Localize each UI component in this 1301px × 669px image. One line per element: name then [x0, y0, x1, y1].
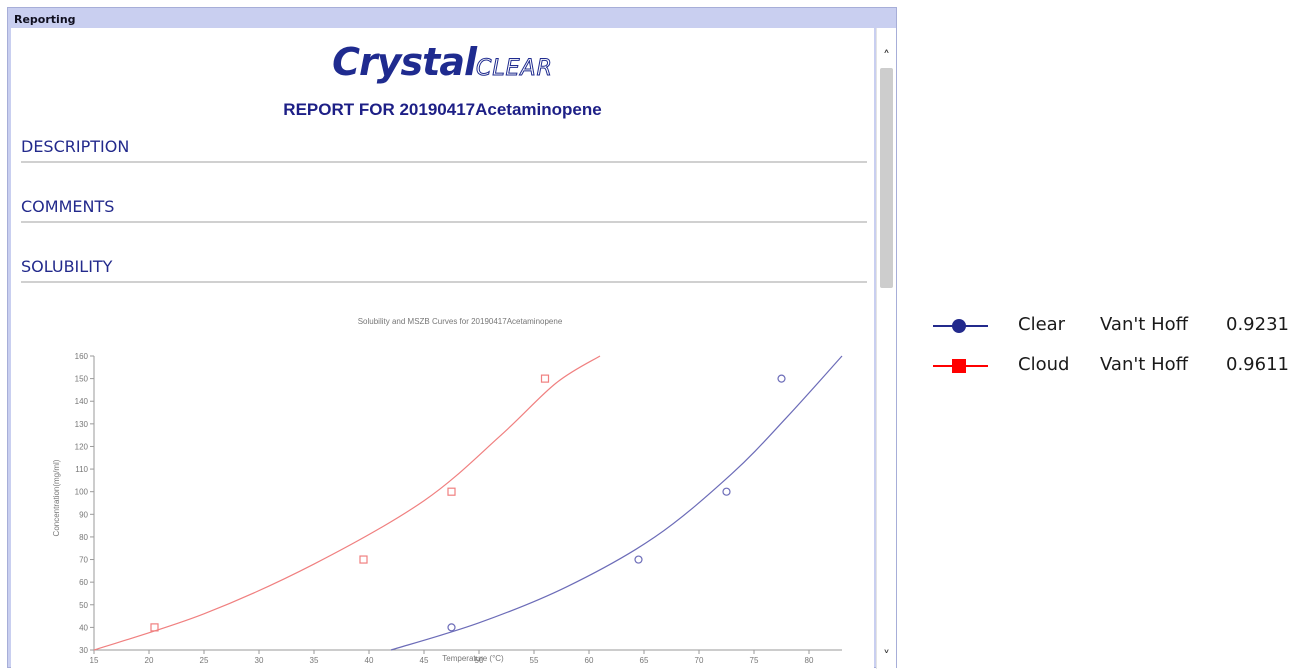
y-tick-label: 60 — [79, 578, 88, 587]
x-tick-label: 35 — [310, 656, 319, 665]
y-tick-label: 120 — [75, 442, 89, 451]
legend-row-clear: Clear Van't Hoff 0.9231 — [930, 310, 1301, 340]
data-point-clear — [634, 555, 643, 564]
data-point-cloud — [150, 623, 159, 632]
y-tick-label: 30 — [79, 646, 88, 655]
x-tick-label: 80 — [805, 656, 814, 665]
y-tick-label: 90 — [79, 510, 88, 519]
scroll-down-button[interactable]: ˅ — [883, 649, 890, 665]
chart-legend: Clear Van't Hoff 0.9231 Cloud Van't Hoff… — [930, 305, 1301, 395]
legend-method: Van't Hoff — [1100, 354, 1189, 375]
window-title: Reporting — [14, 13, 76, 26]
section-description: DESCRIPTION — [21, 134, 867, 163]
legend-name: Cloud — [1018, 354, 1070, 375]
legend-name: Clear — [1018, 314, 1066, 335]
report-document[interactable]: CrystalCLEAR REPORT FOR 20190417Acetamin… — [11, 28, 874, 669]
section-solubility: SOLUBILITY — [21, 254, 867, 283]
x-axis-label: Temperature (°C) — [442, 654, 504, 663]
y-tick-label: 50 — [79, 601, 88, 610]
circle-marker-icon — [952, 319, 966, 333]
data-point-cloud — [447, 487, 456, 496]
legend-method: Van't Hoff — [1100, 314, 1189, 335]
y-tick-label: 140 — [75, 397, 89, 406]
y-tick-label: 110 — [75, 465, 88, 474]
x-tick-label: 15 — [90, 656, 99, 665]
x-tick-label: 40 — [365, 656, 374, 665]
square-marker-icon — [952, 359, 966, 373]
legend-row-cloud: Cloud Van't Hoff 0.9611 — [930, 350, 1301, 380]
y-tick-label: 80 — [79, 533, 88, 542]
data-point-clear — [777, 374, 786, 383]
y-tick-label: 100 — [75, 488, 89, 497]
y-tick-label: 70 — [79, 556, 88, 565]
fit-curve-clear — [390, 355, 843, 651]
x-tick-label: 30 — [255, 656, 264, 665]
chart-title: Solubility and MSZB Curves for 20190417A… — [358, 317, 563, 326]
x-tick-label: 65 — [640, 656, 649, 665]
y-tick-label: 150 — [75, 375, 89, 384]
y-axis-label: Concentration(mg/ml) — [52, 459, 61, 536]
x-tick-label: 45 — [420, 656, 429, 665]
y-tick-label: 160 — [75, 352, 89, 361]
y-tick-label: 130 — [75, 420, 89, 429]
scroll-thumb[interactable] — [880, 68, 893, 288]
solubility-chart: Solubility and MSZB Curves for 20190417A… — [11, 308, 874, 669]
y-tick-label: 40 — [79, 623, 88, 632]
legend-r2-value: 0.9611 — [1226, 354, 1289, 375]
legend-r2-value: 0.9231 — [1226, 314, 1289, 335]
data-point-cloud — [540, 374, 550, 383]
x-tick-label: 60 — [585, 656, 594, 665]
data-point-cloud — [359, 555, 368, 564]
data-point-clear — [722, 487, 731, 496]
vertical-scrollbar[interactable]: ˄ ˅ — [876, 28, 896, 669]
data-point-clear — [447, 623, 456, 632]
fit-curve-cloud — [93, 355, 601, 651]
x-tick-label: 70 — [695, 656, 704, 665]
x-tick-label: 55 — [530, 656, 539, 665]
report-title: REPORT FOR 20190417Acetaminopene — [283, 100, 602, 119]
x-tick-label: 75 — [750, 656, 759, 665]
reporting-window: Reporting CrystalCLEAR REPORT FOR 201904… — [7, 7, 897, 669]
x-tick-label: 20 — [145, 656, 154, 665]
x-tick-label: 25 — [200, 656, 209, 665]
crystalclear-logo: CrystalCLEAR — [332, 40, 553, 84]
section-comments: COMMENTS — [21, 194, 867, 223]
x-tick-label: 50 — [475, 656, 484, 665]
scroll-up-button[interactable]: ˄ — [883, 49, 890, 65]
